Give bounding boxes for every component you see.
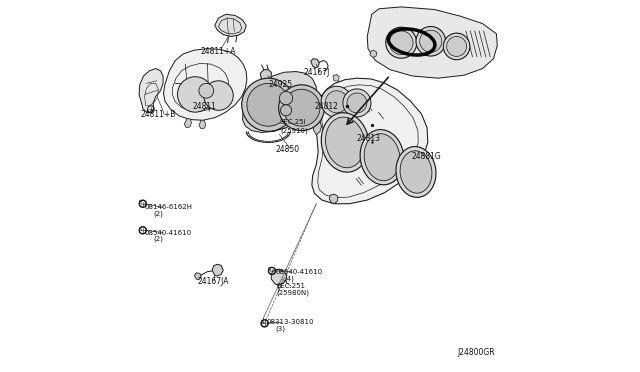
Polygon shape — [314, 120, 321, 135]
Circle shape — [321, 86, 352, 117]
Ellipse shape — [326, 117, 365, 168]
Polygon shape — [367, 7, 497, 78]
Circle shape — [389, 31, 413, 55]
Circle shape — [280, 105, 292, 116]
Text: 24881G: 24881G — [412, 152, 442, 161]
Text: J24800GR: J24800GR — [458, 348, 495, 357]
Text: (25980N): (25980N) — [277, 290, 310, 296]
Circle shape — [444, 33, 470, 60]
Circle shape — [247, 83, 290, 126]
Text: SEC.251: SEC.251 — [277, 283, 306, 289]
Polygon shape — [370, 50, 377, 58]
Text: 24167J: 24167J — [303, 68, 330, 77]
Text: (2): (2) — [153, 236, 163, 243]
Text: (3): (3) — [275, 325, 285, 332]
Polygon shape — [195, 273, 201, 280]
Text: 24811+A: 24811+A — [200, 47, 236, 56]
Text: S: S — [260, 320, 264, 325]
Circle shape — [204, 81, 233, 110]
Polygon shape — [199, 120, 205, 129]
Polygon shape — [139, 68, 163, 113]
Text: 24925: 24925 — [268, 80, 292, 89]
Circle shape — [386, 27, 417, 58]
Text: 24811+B: 24811+B — [141, 109, 176, 119]
Circle shape — [280, 92, 292, 105]
Polygon shape — [311, 59, 319, 68]
Text: (25910): (25910) — [280, 127, 308, 134]
Polygon shape — [329, 194, 338, 203]
Polygon shape — [321, 81, 366, 120]
Polygon shape — [333, 74, 339, 81]
Text: 24813: 24813 — [357, 134, 381, 142]
Circle shape — [416, 26, 445, 56]
Circle shape — [420, 30, 442, 52]
Circle shape — [278, 85, 324, 131]
Polygon shape — [312, 78, 428, 204]
Text: 24850: 24850 — [276, 145, 300, 154]
Text: SEC.25I: SEC.25I — [280, 119, 306, 125]
Text: 08540-41610: 08540-41610 — [145, 230, 192, 235]
Ellipse shape — [364, 134, 400, 181]
Circle shape — [326, 91, 348, 113]
Ellipse shape — [321, 113, 369, 172]
Polygon shape — [243, 71, 316, 132]
Polygon shape — [289, 118, 297, 125]
Circle shape — [283, 89, 320, 126]
Text: (2): (2) — [153, 211, 163, 217]
Ellipse shape — [360, 129, 404, 185]
Text: 24811: 24811 — [193, 102, 216, 111]
Text: S: S — [268, 267, 271, 272]
Circle shape — [242, 78, 295, 131]
Text: B: B — [138, 200, 142, 205]
Text: 08313-30810: 08313-30810 — [266, 319, 314, 325]
Circle shape — [343, 89, 371, 117]
Circle shape — [177, 77, 213, 112]
Polygon shape — [422, 175, 433, 189]
Text: 08540-41610: 08540-41610 — [276, 269, 323, 275]
Polygon shape — [163, 49, 247, 120]
Text: 24812: 24812 — [314, 102, 339, 111]
Polygon shape — [260, 70, 271, 80]
Text: 24167JA: 24167JA — [197, 277, 229, 286]
Ellipse shape — [396, 147, 436, 198]
Text: 08146-6162H: 08146-6162H — [145, 205, 193, 211]
Polygon shape — [212, 264, 223, 276]
Polygon shape — [184, 119, 191, 128]
Polygon shape — [271, 269, 287, 285]
Ellipse shape — [400, 151, 432, 193]
Polygon shape — [215, 14, 246, 36]
Text: (4): (4) — [284, 275, 294, 282]
Circle shape — [447, 36, 467, 57]
Circle shape — [347, 93, 367, 113]
Text: S: S — [138, 227, 142, 232]
Circle shape — [199, 83, 214, 98]
